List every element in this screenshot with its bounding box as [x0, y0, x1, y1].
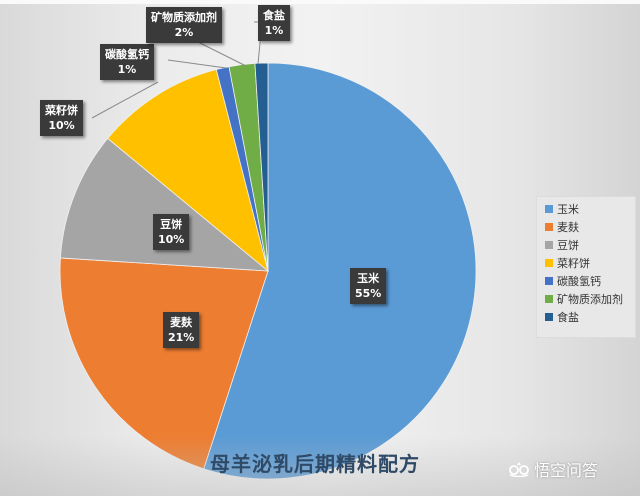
- legend-swatch: [545, 241, 553, 249]
- watermark-text: 悟空问答: [534, 461, 599, 480]
- leader-line-calcium: [167, 59, 227, 69]
- data-label-soybean-cake: 豆饼 10%: [153, 214, 190, 250]
- legend-item-calcium-bicarbonate: 碳酸氢钙: [545, 273, 601, 289]
- legend-item-salt: 食盐: [545, 309, 579, 325]
- legend-label: 食盐: [557, 311, 579, 324]
- legend-item-soybean-cake: 豆饼: [545, 237, 579, 253]
- top-border-strip: [0, 0, 640, 4]
- legend-label: 豆饼: [557, 239, 579, 252]
- label-name: 玉米: [357, 272, 380, 285]
- pie-slice-3: [107, 69, 269, 273]
- label-pct: 21%: [168, 331, 195, 344]
- legend-item-corn: 玉米: [545, 201, 579, 217]
- label-name: 豆饼: [160, 218, 183, 231]
- background-shade: [0, 436, 640, 496]
- data-label-corn: 玉米 55%: [350, 268, 387, 304]
- label-pct: 1%: [117, 63, 137, 76]
- label-pct: 10%: [158, 233, 185, 246]
- data-label-bran: 麦麸 21%: [163, 312, 200, 348]
- label-pct: 10%: [48, 119, 75, 132]
- watermark: 悟空问答: [508, 457, 598, 481]
- wukong-logo-icon: [509, 462, 529, 477]
- pie-slice-6: [254, 62, 269, 272]
- legend-item-bran: 麦麸: [545, 219, 579, 235]
- legend-swatch: [545, 259, 553, 267]
- data-label-calcium-bicarbonate: 碳酸氢钙 1%: [100, 44, 154, 80]
- label-name: 菜籽饼: [45, 104, 78, 117]
- label-name: 碳酸氢钙: [105, 48, 149, 61]
- legend-swatch: [545, 313, 553, 321]
- legend-swatch: [545, 223, 553, 231]
- legend-label: 麦麸: [557, 221, 579, 234]
- pie-slices: [59, 62, 477, 480]
- legend-label: 矿物质添加剂: [557, 293, 623, 306]
- legend-label: 玉米: [557, 203, 579, 216]
- chart-legend: 玉米 麦麸 豆饼 菜籽饼 碳酸氢钙 矿物质添加剂 食盐: [536, 196, 636, 338]
- label-pct: 55%: [355, 287, 382, 300]
- label-name: 麦麸: [170, 316, 193, 329]
- data-label-rapeseed-cake: 菜籽饼 10%: [40, 100, 83, 136]
- legend-label: 菜籽饼: [557, 257, 590, 270]
- data-label-mineral-additive: 矿物质添加剂 2%: [146, 7, 222, 43]
- legend-item-rapeseed-cake: 菜籽饼: [545, 255, 590, 271]
- chart-caption: 母羊泌乳后期精料配方: [210, 452, 420, 476]
- label-name: 食盐: [263, 9, 285, 22]
- leader-line-rapeseed: [91, 81, 159, 119]
- legend-label: 碳酸氢钙: [557, 275, 601, 288]
- label-pct: 1%: [264, 24, 284, 37]
- pie-slice-2: [59, 137, 270, 272]
- data-label-salt: 食盐 1%: [258, 5, 290, 41]
- label-pct: 2%: [174, 26, 194, 39]
- legend-swatch: [545, 277, 553, 285]
- legend-swatch: [545, 205, 553, 213]
- label-name: 矿物质添加剂: [151, 11, 217, 24]
- legend-swatch: [545, 295, 553, 303]
- legend-item-mineral-additive: 矿物质添加剂: [545, 291, 623, 307]
